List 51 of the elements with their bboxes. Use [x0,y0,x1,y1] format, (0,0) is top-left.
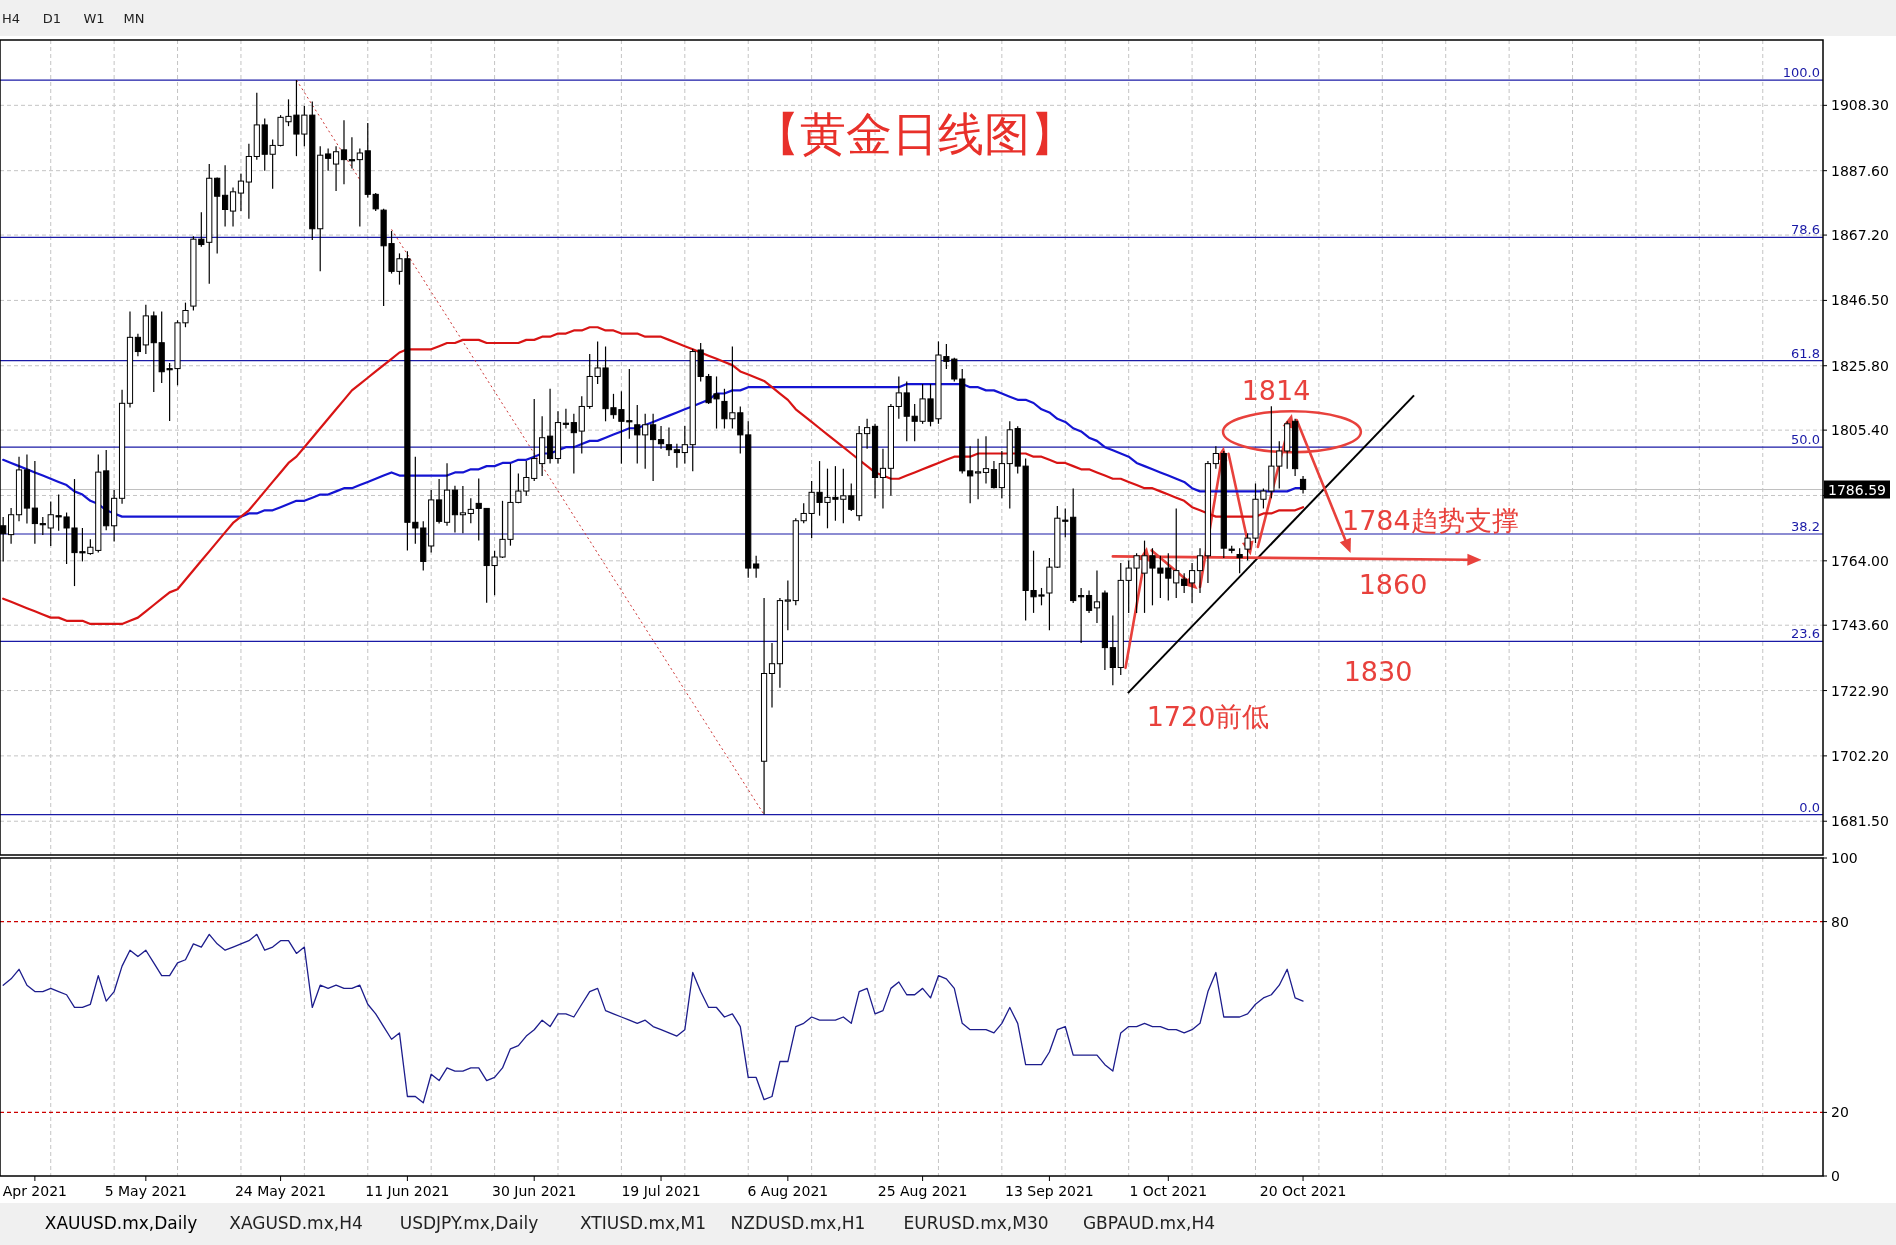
y-tick-label: 100 [1831,850,1858,866]
text: 1784趋势支撑 [1342,505,1519,536]
annotation: 1720前低 [1146,701,1270,732]
y-tick-label: 1887.60 [1831,162,1889,179]
y-tick-label: 1722.90 [1831,682,1889,699]
y-tick-label: 1846.50 [1831,292,1889,309]
text: XTIUSD.mx,M1 [580,1213,706,1233]
y-tick-label: 1702.20 [1831,747,1889,764]
y-tick-label: 1681.50 [1831,813,1889,830]
x-tick-label: 20 Oct 2021 [1259,1183,1347,1199]
annotation: 23.6 [1791,626,1820,642]
x-tick-label: 25 Aug 2021 [877,1183,968,1199]
text: 【黄金日线图】 [754,107,1076,161]
text: GBPAUD.mx,H4 [1082,1213,1216,1233]
text: MN [123,11,145,26]
annotation: 78.6 [1791,222,1820,238]
ref-line-label: 1786.59 [1828,481,1886,498]
x-tick-label: 1 Oct 2021 [1129,1183,1208,1199]
x-tick-label: 24 May 2021 [234,1183,327,1199]
x-tick-label: 13 Sep 2021 [1005,1183,1094,1199]
text: D1 [42,11,62,26]
y-tick-label: 1908.30 [1831,97,1889,114]
text: USDJPY.mx,Daily [399,1213,539,1233]
x-tick-label: 6 Aug 2021 [747,1183,829,1199]
text: NZDUSD.mx,H1 [730,1213,866,1233]
annotation: 38.2 [1791,518,1820,534]
text: XAGUSD.mx,H4 [229,1213,363,1233]
text: 1860 [1358,569,1428,600]
y-tick-label: 1764.00 [1831,552,1889,569]
annotation: 100.0 [1782,65,1820,81]
x-tick-label: 19 Jul 2021 [621,1183,701,1199]
y-tick-label: 0 [1831,1168,1840,1184]
annotation: 0.0 [1799,799,1820,815]
y-tick-label: 1825.80 [1831,357,1889,374]
x-tick-label: 5 May 2021 [104,1183,188,1199]
y-tick-label: 1867.20 [1831,227,1889,244]
text: 1830 [1343,656,1413,687]
annotation: 1814 [1241,375,1311,406]
x-tick-label: 30 Jun 2021 [492,1183,577,1199]
text: XAUUSD.mx,Daily [44,1213,198,1233]
annotation: 50.0 [1791,432,1820,448]
y-tick-label: 20 [1831,1104,1849,1121]
text: W1 [83,11,105,26]
y-tick-label: 1805.40 [1831,422,1889,439]
annotation: 61.8 [1791,345,1820,361]
x-tick-label: 11 Jun 2021 [365,1183,450,1199]
y-tick-label: 1743.60 [1831,617,1889,634]
y-tick-label: 80 [1831,913,1849,930]
x-tick-label: Apr 2021 [2,1183,68,1199]
text: H4 [1,11,21,26]
text: EURUSD.mx,M30 [903,1213,1049,1233]
